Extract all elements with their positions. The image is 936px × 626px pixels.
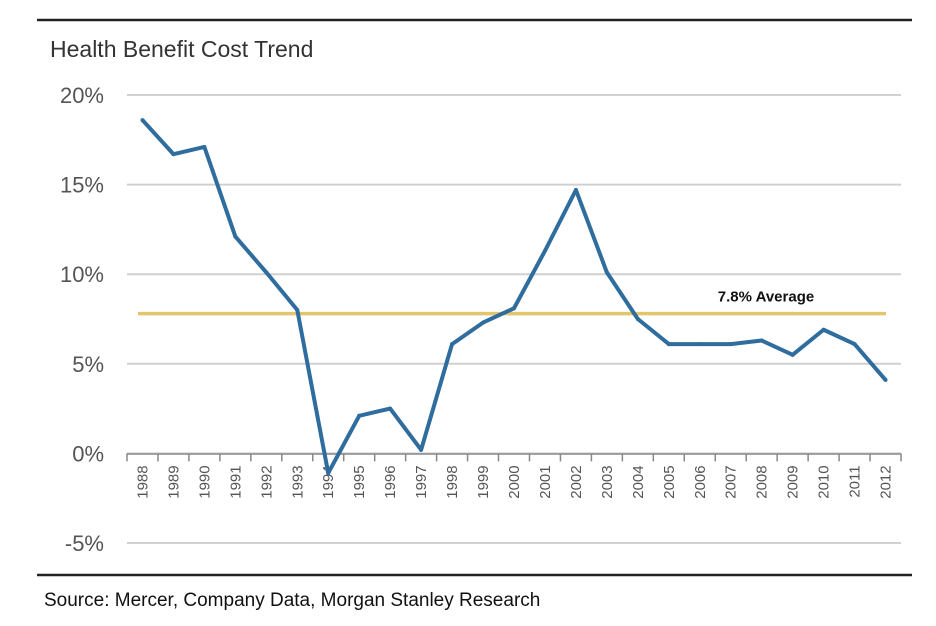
x-tick-label: 1992	[258, 465, 275, 498]
x-tick-label: 1996	[382, 465, 399, 498]
data-point	[573, 187, 578, 192]
data-point	[666, 342, 671, 347]
x-tick-label: 2010	[816, 465, 833, 498]
x-tick-label: 2008	[754, 465, 771, 498]
data-points	[140, 118, 888, 476]
data-point	[171, 152, 176, 157]
source-note: Source: Mercer, Company Data, Morgan Sta…	[44, 590, 540, 611]
data-point	[852, 342, 857, 347]
data-point	[295, 308, 300, 313]
x-tick-label: 1990	[196, 465, 213, 498]
x-tick-label: 1988	[134, 465, 151, 498]
y-tick-label: 0%	[72, 441, 104, 466]
x-tick-label: 1997	[413, 465, 430, 498]
x-tick-label: 1994	[320, 465, 337, 498]
data-point	[388, 406, 393, 411]
x-tick-label: 2003	[599, 465, 616, 498]
data-point	[512, 306, 516, 311]
chart-title: Health Benefit Cost Trend	[50, 36, 313, 62]
x-tick-label: 1993	[289, 465, 306, 498]
data-point	[604, 270, 609, 275]
data-point	[542, 248, 547, 253]
y-axis-tick-labels: 20% 15% 10% 5% 0% -5%	[60, 83, 104, 556]
data-point	[728, 342, 733, 347]
y-tick-label: 20%	[60, 83, 104, 108]
x-tick-label: 2011	[847, 465, 864, 497]
x-tick-label: 1995	[351, 465, 368, 498]
x-tick-label: 1998	[444, 465, 461, 498]
data-point	[140, 118, 145, 123]
data-point	[759, 338, 764, 343]
x-tick-label: 2006	[692, 465, 709, 498]
x-tick-label: 2009	[785, 465, 802, 498]
x-tick-label: 1989	[165, 465, 182, 498]
y-tick-label: -5%	[65, 531, 104, 556]
x-tick-label: 2005	[661, 465, 678, 498]
data-point	[419, 447, 424, 452]
y-tick-label: 10%	[60, 262, 104, 287]
data-point	[326, 471, 331, 476]
data-point	[202, 144, 207, 149]
x-axis-ticks: 1988 1989 1990 1991 1992 1993 1994 1995 1996 1997…	[126, 453, 902, 499]
x-tick-label: 2007	[723, 465, 740, 498]
x-tick-label: 2000	[506, 465, 523, 498]
data-point	[481, 320, 486, 325]
data-point	[790, 352, 795, 357]
average-label: 7.8% Average	[718, 289, 814, 306]
y-tick-label: 15%	[60, 173, 104, 198]
data-point	[450, 342, 455, 347]
data-point	[821, 327, 826, 332]
x-tick-label: 2012	[878, 465, 895, 498]
x-tick-label: 2001	[537, 465, 554, 498]
x-tick-label: 2004	[630, 465, 647, 498]
data-point	[635, 317, 640, 321]
data-point	[264, 270, 269, 275]
x-tick-label: 1999	[475, 465, 492, 498]
x-tick-label: 1991	[227, 465, 244, 498]
data-point	[233, 234, 238, 239]
data-point	[883, 377, 888, 382]
data-point	[697, 342, 702, 347]
y-tick-label: 5%	[72, 352, 104, 377]
data-point	[357, 413, 362, 418]
x-tick-label: 2002	[568, 465, 585, 498]
